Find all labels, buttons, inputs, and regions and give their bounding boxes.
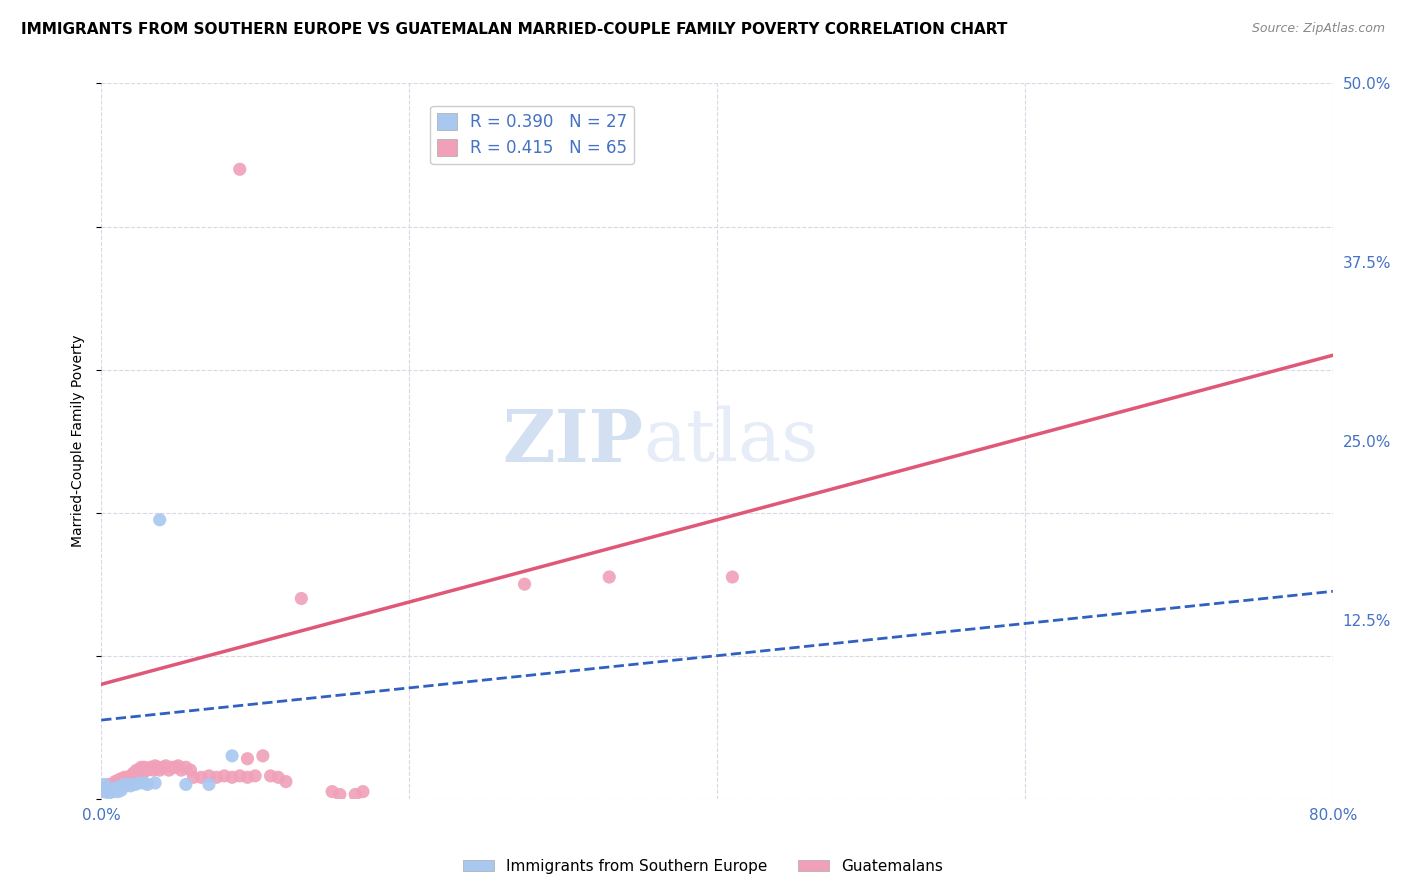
Point <box>111 779 134 793</box>
Text: atlas: atlas <box>643 406 818 476</box>
Point <box>121 777 143 791</box>
Point <box>146 760 169 774</box>
Point <box>97 786 120 800</box>
Point <box>94 780 117 795</box>
Point <box>167 759 190 773</box>
Point <box>96 780 118 795</box>
Point <box>101 777 124 791</box>
Y-axis label: Married-Couple Family Poverty: Married-Couple Family Poverty <box>72 334 86 548</box>
Point <box>174 777 197 791</box>
Point <box>321 784 343 798</box>
Point <box>107 784 129 798</box>
Point <box>103 784 125 798</box>
Point <box>121 770 143 784</box>
Point <box>513 577 536 591</box>
Point <box>125 763 148 777</box>
Point <box>236 752 259 766</box>
Point <box>229 162 252 177</box>
Point <box>110 783 132 797</box>
Text: IMMIGRANTS FROM SOUTHERN EUROPE VS GUATEMALAN MARRIED-COUPLE FAMILY POVERTY CORR: IMMIGRANTS FROM SOUTHERN EUROPE VS GUATE… <box>21 22 1008 37</box>
Point <box>229 769 252 783</box>
Point <box>259 769 281 783</box>
Point <box>110 772 132 786</box>
Point <box>174 760 197 774</box>
Point <box>221 748 243 763</box>
Point <box>96 784 118 798</box>
Point <box>118 777 141 791</box>
Point <box>115 779 138 793</box>
Point <box>122 766 145 780</box>
Point <box>120 779 142 793</box>
Point <box>136 777 159 791</box>
Point <box>100 781 122 796</box>
Point <box>117 770 139 784</box>
Point <box>108 774 131 789</box>
Point <box>128 776 150 790</box>
Point <box>128 763 150 777</box>
Point <box>157 763 180 777</box>
Point <box>139 760 162 774</box>
Point <box>132 766 155 780</box>
Point <box>105 777 128 791</box>
Point <box>152 760 174 774</box>
Point <box>105 780 128 795</box>
Text: Source: ZipAtlas.com: Source: ZipAtlas.com <box>1251 22 1385 36</box>
Point <box>221 770 243 784</box>
Point <box>108 780 131 795</box>
Point <box>120 769 142 783</box>
Point <box>124 777 146 791</box>
Point <box>101 783 124 797</box>
Point <box>170 763 193 777</box>
Point <box>352 784 374 798</box>
Point <box>129 760 152 774</box>
Point <box>100 781 122 796</box>
Point <box>252 748 274 763</box>
Point <box>155 759 177 773</box>
Point <box>112 770 135 784</box>
Point <box>112 777 135 791</box>
Point <box>290 591 312 606</box>
Point <box>124 767 146 781</box>
Point <box>274 774 297 789</box>
Point <box>104 781 127 796</box>
Point <box>93 777 115 791</box>
Point <box>198 777 221 791</box>
Point <box>149 513 172 527</box>
Point <box>103 777 125 791</box>
Point <box>142 763 165 777</box>
Point <box>344 788 367 802</box>
Point <box>93 784 115 798</box>
Point <box>160 760 183 774</box>
Point <box>198 769 221 783</box>
Point <box>236 770 259 784</box>
Point <box>329 788 352 802</box>
Point <box>127 766 149 780</box>
Point <box>94 784 117 798</box>
Point <box>179 763 201 777</box>
Text: ZIP: ZIP <box>502 406 643 476</box>
Point <box>136 763 159 777</box>
Point <box>104 774 127 789</box>
Point <box>134 760 156 774</box>
Point <box>214 769 236 783</box>
Point <box>205 770 228 784</box>
Point <box>721 570 744 584</box>
Point <box>165 760 187 774</box>
Point <box>134 776 156 790</box>
Point <box>243 769 266 783</box>
Point <box>267 770 290 784</box>
Point <box>598 570 620 584</box>
Point <box>118 772 141 786</box>
Point <box>107 773 129 788</box>
Legend: Immigrants from Southern Europe, Guatemalans: Immigrants from Southern Europe, Guatema… <box>457 853 949 880</box>
Point <box>143 776 166 790</box>
Point <box>111 773 134 788</box>
Point <box>183 770 205 784</box>
Point <box>190 770 212 784</box>
Point <box>149 763 172 777</box>
Point <box>115 772 138 786</box>
Point <box>143 759 166 773</box>
Legend: R = 0.390   N = 27, R = 0.415   N = 65: R = 0.390 N = 27, R = 0.415 N = 65 <box>430 106 634 164</box>
Point <box>97 777 120 791</box>
